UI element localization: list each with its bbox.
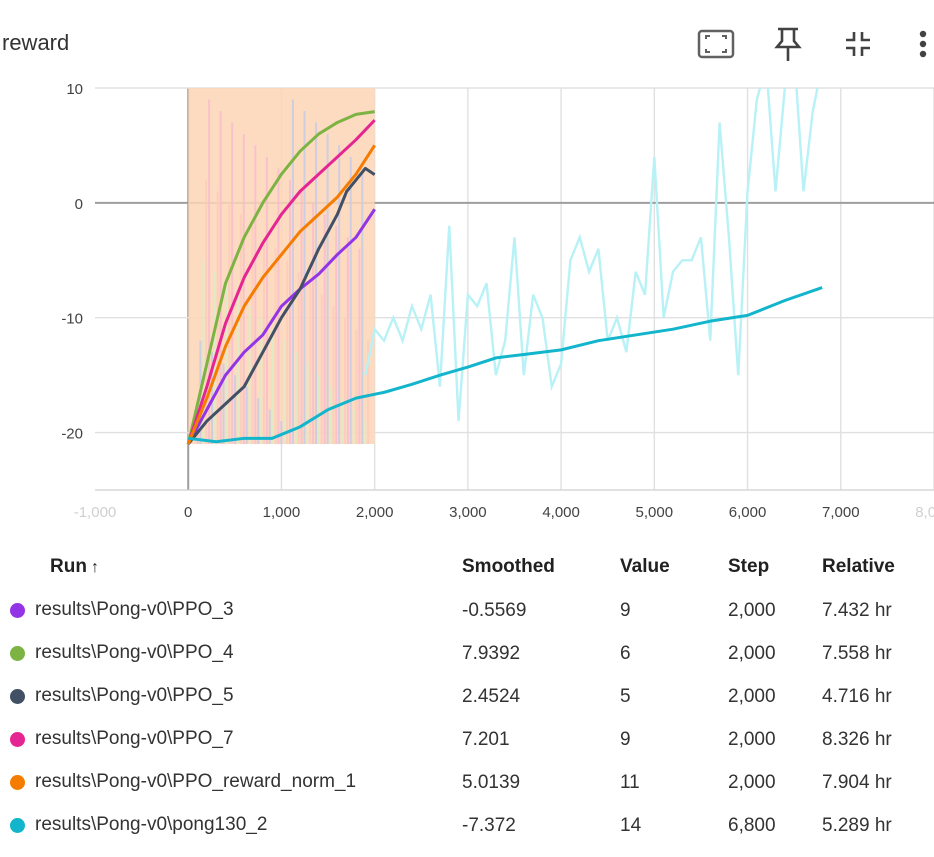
x-tick-label: 8,000 <box>915 504 934 521</box>
value-cell: 9 <box>620 599 631 621</box>
pong130_2-raw-line <box>364 88 819 422</box>
step-cell: 2,000 <box>728 728 776 750</box>
relative-cell: 8.326 hr <box>822 728 892 750</box>
value-cell: 11 <box>620 771 640 793</box>
run-name: results\Pong-v0\PPO_7 <box>35 728 234 750</box>
run-name: results\Pong-v0\PPO_5 <box>35 685 234 707</box>
smoothed-cell: 2.4524 <box>462 685 521 707</box>
run-color-dot[interactable] <box>10 731 25 747</box>
run-cell: results\Pong-v0\PPO_reward_norm_1 <box>0 761 462 804</box>
value-cell: 9 <box>620 728 631 750</box>
relative-column-header[interactable]: Relative <box>822 556 895 577</box>
run-name: results\Pong-v0\PPO_4 <box>35 642 234 664</box>
value-cell: 14 <box>620 814 642 836</box>
run-color-dot[interactable] <box>10 774 25 790</box>
step-cell: 6,800 <box>728 814 776 836</box>
series-line-PPO_7 <box>186 119 376 445</box>
run-color-dot[interactable] <box>10 688 25 704</box>
y-tick-label: 0 <box>75 196 83 213</box>
x-tick-label: 2,000 <box>356 504 394 521</box>
reward-chart[interactable]: 10 0 -10 -20 -1,000 0 1,000 2,000 3,000 4,000 5,00… <box>0 80 934 535</box>
x-tick-label: -1,000 <box>74 504 117 521</box>
x-tick-label: 0 <box>184 504 192 521</box>
smoothed-cell: -0.5569 <box>462 599 527 621</box>
smoothed-cell: -7.372 <box>462 814 516 836</box>
relative-cell: 7.432 hr <box>822 599 892 621</box>
value-column-header[interactable]: Value <box>620 556 670 577</box>
relative-cell: 5.289 hr <box>822 814 892 836</box>
smoothed-cell: 5.0139 <box>462 771 521 793</box>
card-title: reward <box>2 30 70 55</box>
x-tick-label: 4,000 <box>542 504 580 521</box>
run-cell: results\Pong-v0\PPO_5 <box>0 675 462 718</box>
series-line-pong130_2 <box>188 286 823 444</box>
series-line-PPO_3 <box>186 208 376 445</box>
run-name: results\Pong-v0\PPO_reward_norm_1 <box>35 771 357 793</box>
run-cell: results\Pong-v0\PPO_7 <box>0 718 462 761</box>
fullscreen-icon <box>697 29 735 59</box>
run-column-header[interactable]: Run ↑ <box>0 545 462 589</box>
table-row[interactable]: results\Pong-v0\PPO_5 2.4524 5 2,000 4.716 h… <box>0 675 934 718</box>
more-button[interactable] <box>908 22 934 66</box>
run-cell: results\Pong-v0\PPO_4 <box>0 632 462 675</box>
more-icon <box>919 30 927 58</box>
y-tick-label: -20 <box>61 426 83 443</box>
step-cell: 2,000 <box>728 685 776 707</box>
runs-table: Run ↑ Smoothed Value Step Relative result… <box>0 545 934 847</box>
run-cell: results\Pong-v0\PPO_3 <box>0 589 462 632</box>
fullscreen-button[interactable] <box>694 22 738 66</box>
step-cell: 2,000 <box>728 642 776 664</box>
collapse-button[interactable] <box>836 22 880 66</box>
plot-area <box>186 88 823 446</box>
table-row[interactable]: results\Pong-v0\pong130_2 -7.372 14 6,800 5.… <box>0 804 934 847</box>
run-color-dot[interactable] <box>10 602 25 618</box>
table-row[interactable]: results\Pong-v0\PPO_7 7.201 9 2,000 8.326 hr <box>0 718 934 761</box>
sort-arrow-icon: ↑ <box>90 559 99 576</box>
relative-cell: 7.558 hr <box>822 642 892 664</box>
x-tick-label: 1,000 <box>263 504 301 521</box>
pin-button[interactable] <box>766 22 810 66</box>
table-row[interactable]: results\Pong-v0\PPO_reward_norm_1 5.0139 1… <box>0 761 934 804</box>
table-header-row: Run ↑ Smoothed Value Step Relative <box>0 545 934 589</box>
pin-icon <box>774 27 802 61</box>
run-color-dot[interactable] <box>10 817 25 833</box>
relative-cell: 4.716 hr <box>822 685 892 707</box>
run-name: results\Pong-v0\pong130_2 <box>35 814 268 836</box>
smoothed-column-header[interactable]: Smoothed <box>462 556 555 577</box>
run-color-dot[interactable] <box>10 645 25 661</box>
smoothed-cell: 7.9392 <box>462 642 521 664</box>
series-line-PPO_5 <box>187 166 376 446</box>
x-tick-label: 5,000 <box>636 504 674 521</box>
series-line-PPO_reward_norm_1 <box>186 144 376 445</box>
step-column-header[interactable]: Step <box>728 556 770 577</box>
value-cell: 5 <box>620 685 631 707</box>
table-row[interactable]: results\Pong-v0\PPO_4 7.9392 6 2,000 7.558 h… <box>0 632 934 675</box>
smoothed-cell: 7.201 <box>462 728 510 750</box>
relative-cell: 7.904 hr <box>822 771 892 793</box>
step-cell: 2,000 <box>728 771 776 793</box>
run-name: results\Pong-v0\PPO_3 <box>35 599 234 621</box>
run-header-label: Run <box>50 556 87 577</box>
run-cell: results\Pong-v0\pong130_2 <box>0 804 462 847</box>
x-tick-label: 3,000 <box>449 504 487 521</box>
step-cell: 2,000 <box>728 599 776 621</box>
collapse-icon <box>846 32 870 56</box>
value-cell: 6 <box>620 642 631 664</box>
x-tick-label: 7,000 <box>822 504 860 521</box>
card-toolbar <box>690 22 934 66</box>
y-tick-label: -10 <box>61 311 83 328</box>
y-tick-label: 10 <box>66 81 83 98</box>
table-row[interactable]: results\Pong-v0\PPO_3 -0.5569 9 2,000 7.432 … <box>0 589 934 632</box>
x-tick-label: 6,000 <box>729 504 767 521</box>
series-line-PPO_4 <box>186 110 375 445</box>
